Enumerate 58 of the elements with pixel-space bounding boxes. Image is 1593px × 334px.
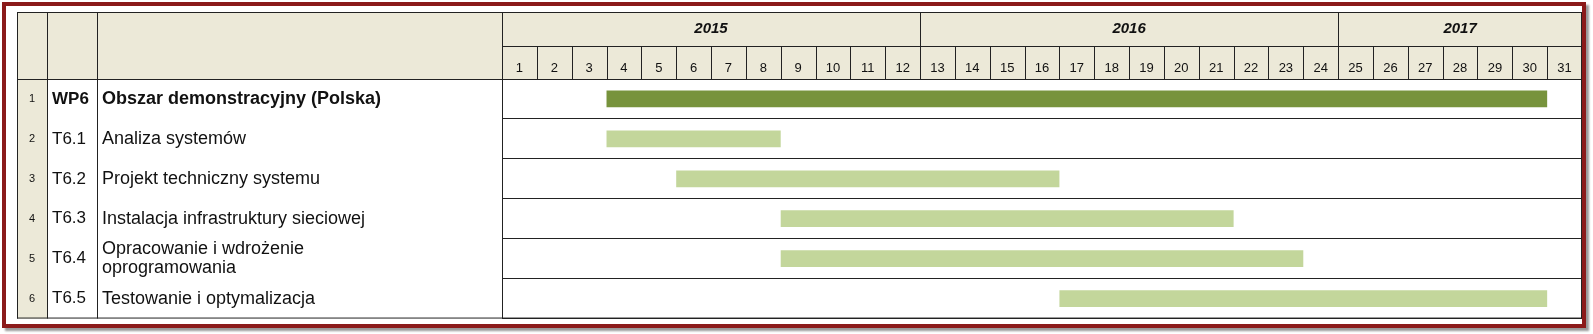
x-tick-label: 30 [1522,59,1537,75]
x-tick-label: 11 [861,59,875,75]
x-tick-label: 7 [724,59,733,75]
x-tick-label: 19 [1139,59,1154,75]
text: 3 [28,171,36,184]
x-tick-label: 3 [585,59,593,75]
bar [780,210,1234,228]
text: WP6 [52,88,89,108]
text: 2017 [1442,19,1478,37]
text: 2 [28,131,36,144]
bar [780,250,1304,268]
text: 2015 [693,19,729,37]
y-tick-label: Obszar demonstracyjny (Polska) [102,87,382,108]
x-tick-label: 9 [794,59,802,75]
x-tick-label: 8 [759,59,767,75]
x-tick-label: 16 [1034,59,1050,75]
y-tick-label: Projekt techniczny systemu [102,167,321,188]
x-tick-label: 17 [1069,59,1085,75]
x-tick-label: 31 [1557,59,1572,75]
bar [1059,290,1548,307]
x-tick-label: 20 [1174,59,1189,75]
x-tick-label: 24 [1313,59,1328,75]
text: 6 [28,291,36,304]
bar [676,170,1060,188]
x-tick-label: 27 [1417,59,1433,75]
x-tick-label: 4 [620,59,628,75]
x-tick-label: 29 [1487,59,1503,75]
y-tick-label: Instalacja infrastruktury sieciowej [102,207,366,228]
x-tick-label: 12 [895,59,910,75]
x-tick-label: 2 [550,59,558,75]
text: 4 [28,211,36,224]
text: 5 [28,251,36,264]
x-tick-label: 18 [1104,59,1119,75]
text: T6.5 [52,288,87,308]
text: T6.3 [52,208,87,228]
x-tick-label: 23 [1278,59,1294,75]
bar [606,90,1548,108]
x-tick-label: 14 [965,59,980,75]
y-tick-label: Testowanie i optymalizacja [102,287,317,308]
text: T6.2 [52,168,87,188]
y-tick-label: Opracowanie i wdrożenie oprogramowania [102,238,305,278]
text: T6.4 [52,248,87,268]
x-tick-label: 1 [515,59,524,75]
y-tick-label: Analiza systemów [102,127,248,148]
bar [606,130,781,148]
x-tick-label: 22 [1243,59,1259,75]
text: 2016 [1111,19,1147,37]
x-tick-label: 13 [930,59,945,75]
x-tick-label: 5 [655,59,663,75]
text: 1 [28,91,36,104]
x-tick-label: 15 [999,59,1015,75]
x-tick-label: 21 [1208,59,1224,75]
x-tick-label: 25 [1348,59,1363,75]
x-tick-label: 26 [1383,59,1398,75]
text: T6.1 [52,128,87,148]
x-tick-label: 28 [1452,59,1468,75]
x-tick-label: 6 [690,59,698,75]
x-tick-label: 10 [825,59,841,75]
